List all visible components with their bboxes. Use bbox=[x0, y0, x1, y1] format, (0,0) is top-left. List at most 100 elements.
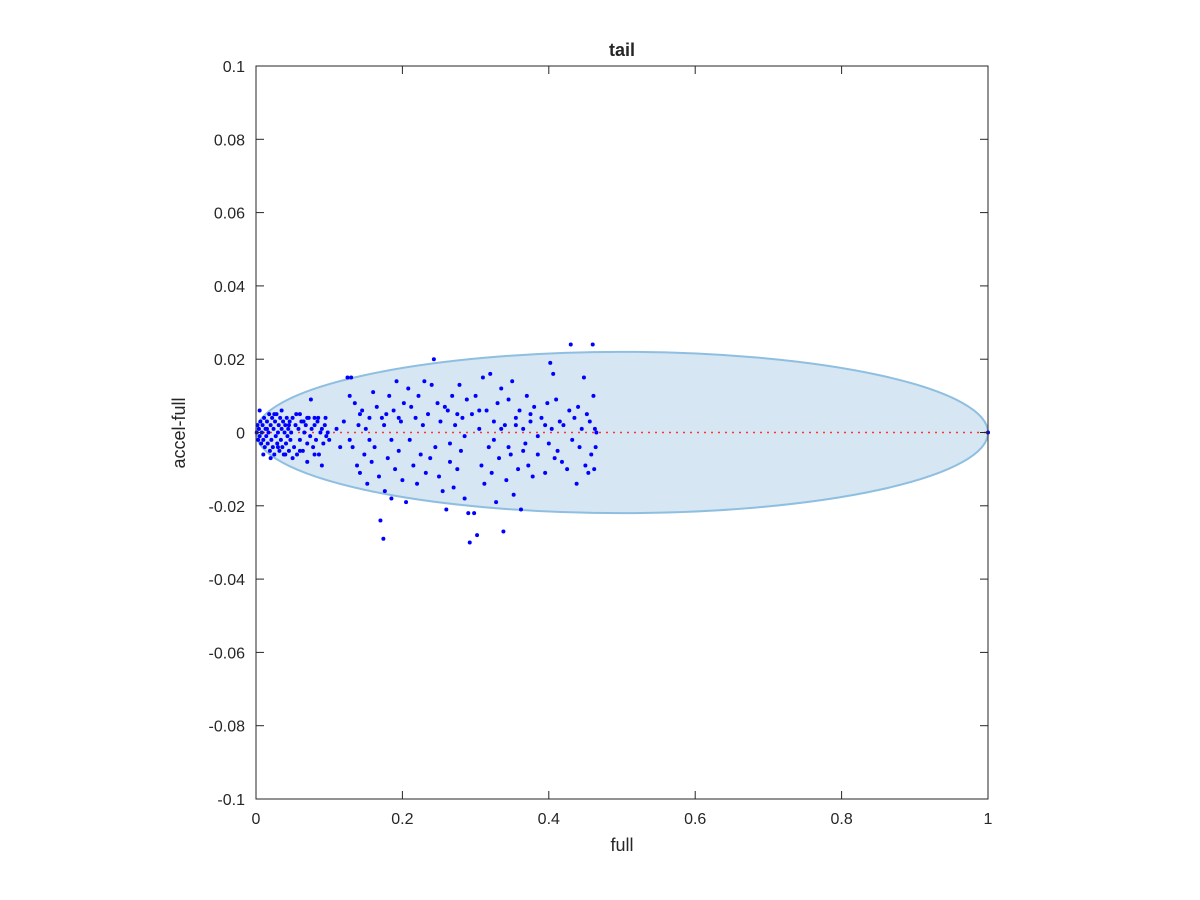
data-point bbox=[506, 445, 511, 450]
data-point bbox=[318, 430, 323, 435]
data-point bbox=[482, 481, 487, 486]
data-point bbox=[355, 463, 360, 468]
data-point bbox=[543, 470, 548, 475]
data-point bbox=[539, 415, 544, 420]
data-point bbox=[523, 441, 528, 446]
data-point bbox=[269, 437, 274, 442]
data-point bbox=[381, 536, 386, 541]
data-point bbox=[572, 415, 577, 420]
data-point bbox=[371, 390, 376, 395]
data-point bbox=[535, 452, 540, 457]
data-point bbox=[278, 437, 283, 442]
y-tick-label: 0.1 bbox=[223, 59, 245, 76]
data-point bbox=[451, 485, 456, 490]
data-point bbox=[581, 375, 586, 380]
data-point bbox=[305, 441, 310, 446]
data-point bbox=[352, 401, 357, 406]
data-point bbox=[508, 452, 513, 457]
data-point bbox=[276, 423, 281, 428]
data-point bbox=[309, 426, 314, 431]
y-tick-label: -0.08 bbox=[209, 719, 246, 736]
data-point bbox=[447, 441, 452, 446]
data-point bbox=[357, 412, 362, 417]
data-point bbox=[267, 412, 272, 417]
data-point bbox=[294, 412, 299, 417]
data-point bbox=[301, 419, 306, 424]
data-point bbox=[260, 423, 265, 428]
data-point bbox=[275, 445, 280, 450]
data-point bbox=[394, 379, 399, 384]
data-point bbox=[293, 423, 298, 428]
data-point bbox=[455, 412, 460, 417]
data-point bbox=[262, 445, 267, 450]
data-point bbox=[280, 445, 285, 450]
y-tick-label: 0.04 bbox=[214, 279, 245, 296]
data-point bbox=[372, 445, 377, 450]
data-point bbox=[297, 437, 302, 442]
data-point bbox=[532, 404, 537, 409]
data-point bbox=[286, 423, 291, 428]
y-tick-label: 0.02 bbox=[214, 352, 245, 369]
data-point bbox=[259, 441, 264, 446]
data-point bbox=[286, 426, 291, 431]
data-point bbox=[345, 375, 350, 380]
data-point bbox=[256, 437, 261, 442]
data-point bbox=[382, 423, 387, 428]
data-point bbox=[543, 423, 548, 428]
data-point bbox=[416, 393, 421, 398]
data-point bbox=[300, 448, 305, 453]
data-point bbox=[433, 445, 438, 450]
data-point bbox=[401, 401, 406, 406]
data-point bbox=[460, 415, 465, 420]
x-axis-label: full bbox=[610, 835, 633, 855]
data-point bbox=[506, 397, 511, 402]
data-point bbox=[264, 426, 269, 431]
data-point bbox=[594, 430, 599, 435]
data-point bbox=[545, 401, 550, 406]
data-point bbox=[406, 386, 411, 391]
data-point bbox=[283, 423, 288, 428]
data-point bbox=[557, 419, 562, 424]
chart-title: tail bbox=[609, 40, 635, 60]
data-point bbox=[256, 426, 261, 431]
data-point bbox=[323, 415, 328, 420]
data-point bbox=[365, 481, 370, 486]
data-point bbox=[583, 463, 588, 468]
data-point bbox=[312, 415, 317, 420]
data-point bbox=[488, 371, 493, 376]
data-point bbox=[440, 489, 445, 494]
data-point bbox=[513, 415, 518, 420]
data-point bbox=[314, 437, 319, 442]
data-point bbox=[458, 448, 463, 453]
data-point bbox=[327, 437, 332, 442]
data-point bbox=[341, 419, 346, 424]
data-point bbox=[445, 408, 450, 413]
data-point bbox=[374, 404, 379, 409]
data-point bbox=[570, 437, 575, 442]
data-point bbox=[574, 481, 579, 486]
data-point bbox=[382, 489, 387, 494]
data-point bbox=[267, 448, 272, 453]
data-point bbox=[521, 448, 526, 453]
data-point bbox=[462, 496, 467, 501]
data-point bbox=[283, 452, 288, 457]
data-point bbox=[524, 393, 529, 398]
data-point bbox=[378, 518, 383, 523]
data-point bbox=[480, 375, 485, 380]
data-point bbox=[528, 412, 533, 417]
data-point bbox=[257, 408, 262, 413]
data-point bbox=[504, 478, 509, 483]
y-tick-label: 0 bbox=[236, 426, 245, 443]
data-point bbox=[356, 423, 361, 428]
data-point bbox=[275, 430, 280, 435]
data-point bbox=[294, 452, 299, 457]
data-point bbox=[450, 393, 455, 398]
data-point bbox=[273, 419, 278, 424]
data-point bbox=[272, 412, 277, 417]
data-point bbox=[272, 452, 277, 457]
data-point bbox=[495, 401, 500, 406]
data-point bbox=[423, 470, 428, 475]
data-point bbox=[287, 419, 292, 424]
data-point bbox=[431, 357, 436, 362]
